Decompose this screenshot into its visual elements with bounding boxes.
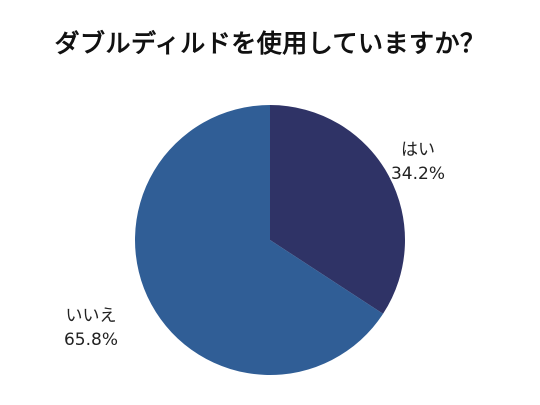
slice-label-no: いいえ 65.8% (56, 304, 126, 352)
pie-slice-no (135, 105, 384, 375)
slice-label-no-name: いいえ (65, 306, 117, 326)
chart-title: ダブルディルドを使用していますか？ (54, 29, 486, 58)
slice-label-yes: はい 34.2% (383, 138, 453, 186)
slice-label-no-value: 65.8% (63, 330, 118, 350)
pie-slice-yes (270, 105, 405, 314)
slice-label-yes-value: 34.2% (390, 164, 445, 184)
slice-label-yes-name: はい (401, 140, 435, 160)
